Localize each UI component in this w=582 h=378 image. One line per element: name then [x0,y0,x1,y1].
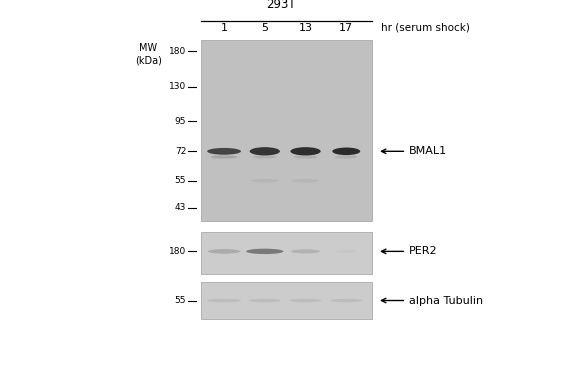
Ellipse shape [211,155,237,159]
Ellipse shape [246,249,283,254]
Ellipse shape [250,147,280,155]
Text: 95: 95 [175,116,186,125]
Ellipse shape [208,249,240,254]
Ellipse shape [291,249,320,253]
Ellipse shape [335,155,357,159]
Text: 43: 43 [175,203,186,212]
Text: 5: 5 [261,23,268,33]
FancyBboxPatch shape [201,232,372,274]
Ellipse shape [292,179,319,183]
Text: 293T: 293T [266,0,296,11]
Text: 55: 55 [175,296,186,305]
Ellipse shape [332,147,360,155]
Ellipse shape [293,155,318,159]
Text: 72: 72 [175,147,186,156]
Text: hr (serum shock): hr (serum shock) [381,23,470,33]
Ellipse shape [335,250,357,253]
Text: 1: 1 [221,23,228,33]
Ellipse shape [207,299,241,302]
Text: 180: 180 [169,47,186,56]
FancyBboxPatch shape [201,282,372,319]
Ellipse shape [290,299,321,302]
Ellipse shape [290,147,321,155]
Text: PER2: PER2 [381,246,438,256]
Ellipse shape [330,299,362,302]
Ellipse shape [251,179,278,183]
Text: 180: 180 [169,247,186,256]
Text: alpha Tubulin: alpha Tubulin [381,296,483,305]
Text: 130: 130 [169,82,186,91]
Text: 13: 13 [299,23,313,33]
Ellipse shape [253,155,277,159]
Ellipse shape [249,299,281,302]
Text: 17: 17 [339,23,353,33]
Text: BMAL1: BMAL1 [381,146,448,156]
Ellipse shape [207,148,241,155]
Text: 55: 55 [175,176,186,185]
Text: MW
(kDa): MW (kDa) [135,43,162,66]
FancyBboxPatch shape [201,40,372,221]
